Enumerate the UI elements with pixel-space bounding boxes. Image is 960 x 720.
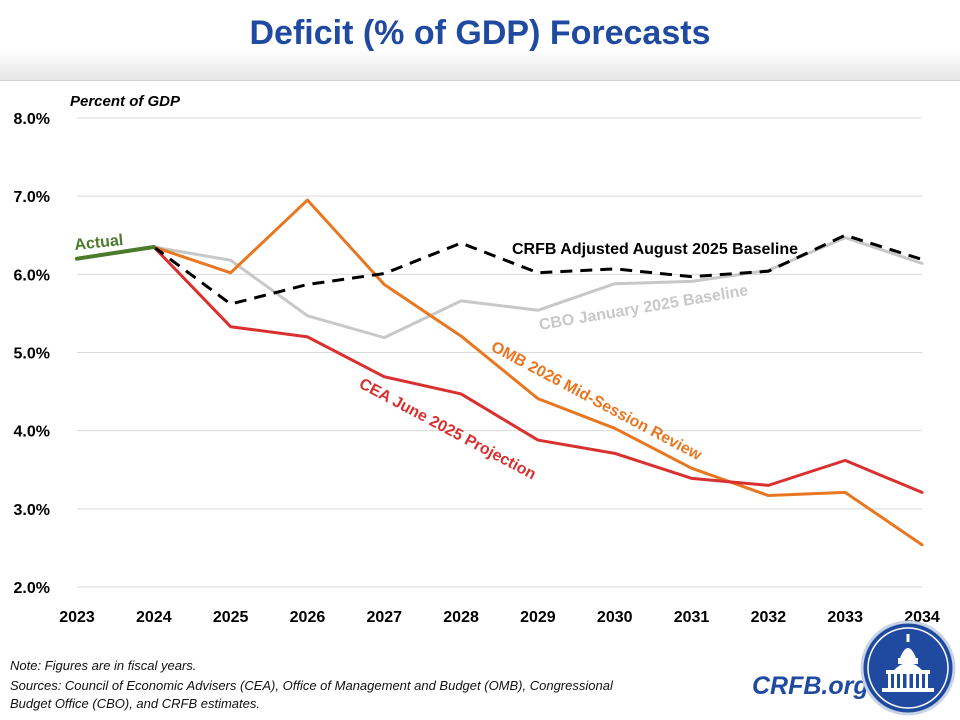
x-tick-label: 2032 [751,609,787,626]
series-label: CRFB Adjusted August 2025 Baseline [512,241,798,258]
x-tick-label: 2027 [366,609,402,626]
series-line-crfb-adjusted-august-2025-baseline [152,233,923,306]
header-band: Deficit (% of GDP) Forecasts [0,0,960,81]
x-tick-label: 2025 [213,609,249,626]
series-label: Actual [74,232,124,254]
y-tick-label: 3.0% [14,502,50,519]
series-line-cea-june-2025-projection [152,245,924,494]
series-label: OMB 2026 Mid-Session Review [488,339,705,465]
y-tick-label: 7.0% [14,189,50,206]
footnote-sources-line-2: Budget Office (CBO), and CRFB estimates. [10,696,260,711]
y-tick-label: 4.0% [14,424,50,441]
x-tick-label: 2028 [443,609,479,626]
y-tick-label: 6.0% [14,267,50,284]
brand-site-link[interactable]: CRFB.org [752,672,869,700]
x-tick-label: 2030 [597,609,633,626]
series-label: CBO January 2025 Baseline [538,282,750,334]
x-tick-label: 2024 [136,609,172,626]
y-tick-label: 5.0% [14,346,50,363]
x-tick-label: 2029 [520,609,556,626]
y-axis-unit-label: Percent of GDP [70,93,181,110]
footnote-sources-line-1: Sources: Council of Economic Advisers (C… [10,678,613,693]
x-tick-label: 2031 [674,609,710,626]
series-line-omb-2026-mid-session-review [152,198,924,547]
footnote-note: Note: Figures are in fiscal years. [10,658,197,673]
series-line-cbo-january-2025-baseline [152,236,924,340]
capitol-dome-icon [860,620,956,716]
page-title: Deficit (% of GDP) Forecasts [249,14,711,52]
series-line-actual [75,244,156,261]
x-tick-label: 2026 [290,609,326,626]
y-tick-label: 2.0% [14,580,50,597]
x-tick-label: 2033 [827,609,863,626]
y-tick-label: 8.0% [14,111,50,128]
x-tick-label: 2023 [59,609,95,626]
